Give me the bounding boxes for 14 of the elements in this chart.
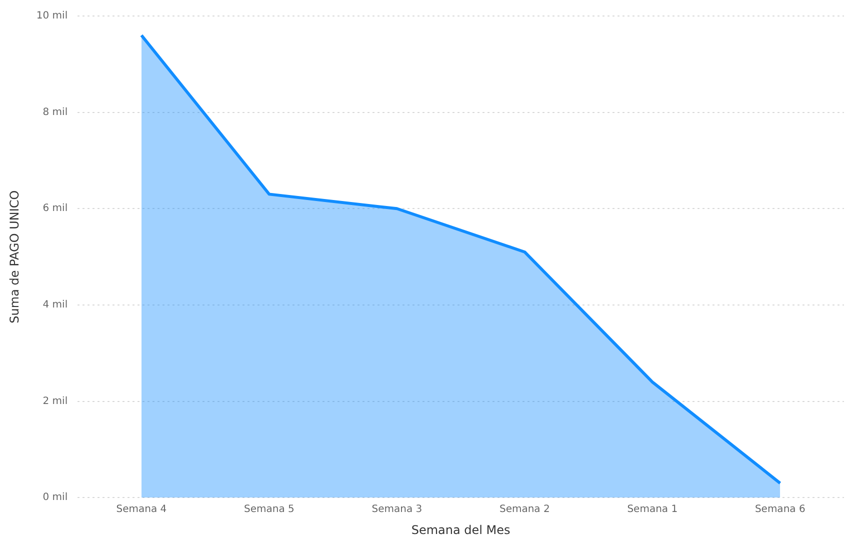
y-tick-label: 10 mil xyxy=(36,10,68,22)
y-tick-label: 4 mil xyxy=(42,300,68,311)
y-tick-label: 8 mil xyxy=(42,106,68,118)
x-tick-label: Semana 6 xyxy=(754,504,806,516)
y-axis-title: Suma de PAGO UNICO xyxy=(7,190,22,324)
x-tick-label: Semana 3 xyxy=(372,504,422,516)
x-axis-title: Semana del Mes xyxy=(411,522,510,537)
x-tick-label: Semana 4 xyxy=(116,504,167,516)
y-tick-label: 6 mil xyxy=(42,203,68,214)
x-tick-label: Semana 2 xyxy=(499,504,550,516)
x-tick-label: Semana 5 xyxy=(244,504,294,516)
y-tick-label: 0 mil xyxy=(42,492,68,504)
x-tick-label: Semana 1 xyxy=(627,504,678,516)
y-tick-label: 2 mil xyxy=(42,396,68,407)
